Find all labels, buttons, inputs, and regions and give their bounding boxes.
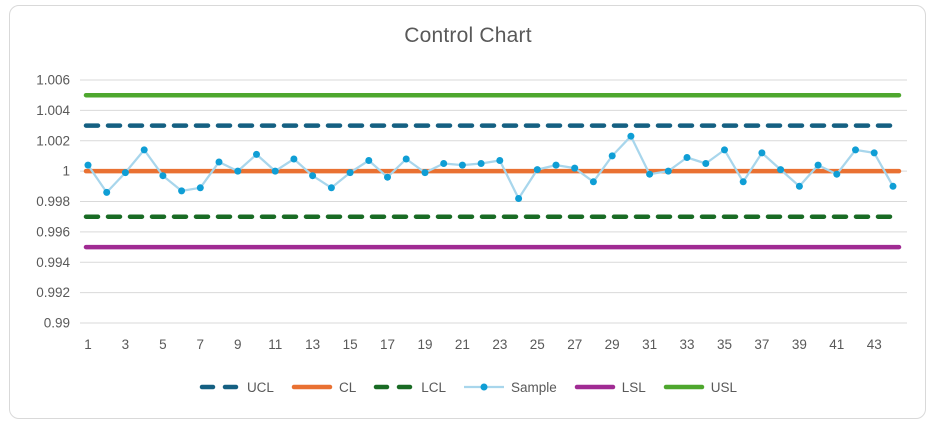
x-tick-label: 35 (717, 337, 732, 352)
sample-line (86, 135, 895, 200)
sample-point (140, 146, 148, 154)
legend-label: LSL (621, 379, 646, 395)
chart-card (9, 5, 926, 419)
x-tick-label: 7 (197, 337, 205, 352)
sample-point (852, 146, 859, 154)
sample-point (664, 167, 672, 175)
sample-point (234, 167, 242, 175)
sample-point (402, 155, 410, 163)
legend-item-sample[interactable]: Sample (463, 380, 557, 395)
legend-label: CL (338, 379, 357, 395)
x-tick-label: 33 (680, 337, 695, 352)
legend-swatch-solid-icon (663, 384, 705, 390)
sample-point (721, 146, 728, 154)
y-tick-label: 1.002 (36, 133, 70, 148)
sample-point (683, 154, 691, 161)
x-tick-label: 19 (417, 337, 432, 352)
sample-point (533, 166, 541, 174)
sample-point (589, 178, 597, 186)
x-tick-label: 39 (792, 337, 807, 352)
sample-point (196, 184, 204, 192)
sample-point (84, 161, 92, 169)
x-tick-label: 21 (455, 337, 470, 352)
sample-point (159, 172, 167, 180)
sample-point (777, 166, 785, 174)
sample-point (571, 164, 579, 172)
x-tick-label: 17 (380, 337, 395, 352)
sample-point (215, 158, 223, 166)
legend-item-cl[interactable]: CL (291, 380, 356, 395)
legend: UCL CL LCL Sample LSL USL (0, 376, 936, 398)
sample-point (121, 169, 129, 177)
x-tick-label: 37 (754, 337, 769, 352)
legend-item-lsl[interactable]: LSL (574, 380, 646, 395)
sample-point (627, 132, 635, 140)
y-tick-label: 0.992 (36, 285, 70, 300)
x-tick-label: 31 (642, 337, 657, 352)
y-tick-label: 0.99 (44, 316, 70, 331)
sample-point (327, 184, 335, 192)
sample-point (365, 157, 373, 164)
sample-point (496, 157, 504, 164)
sample-point (309, 172, 317, 180)
sample-point (103, 188, 111, 196)
x-tick-label: 11 (268, 337, 282, 352)
sample-point (178, 187, 186, 195)
sample-point (477, 160, 485, 167)
sample-point (421, 169, 429, 177)
legend-item-ucl[interactable]: UCL (199, 380, 274, 395)
sample-point (833, 170, 841, 178)
sample-point (552, 161, 560, 169)
sample-point (253, 150, 260, 158)
y-tick-label: 1 (62, 164, 70, 179)
sample-point (702, 160, 710, 167)
sample-point (271, 167, 279, 175)
sample-point (458, 161, 466, 169)
legend-swatch-line-marker-icon (463, 383, 504, 391)
x-tick-label: 1 (84, 337, 92, 352)
sample-point (440, 160, 448, 167)
legend-swatch-dashed-icon (373, 384, 415, 390)
legend-label: LCL (421, 379, 446, 395)
x-tick-label: 9 (234, 337, 242, 352)
y-tick-label: 0.994 (36, 255, 70, 270)
sample-point (646, 170, 654, 178)
x-tick-label: 29 (605, 337, 620, 352)
y-tick-label: 1.006 (36, 73, 70, 88)
sample-point (758, 149, 766, 157)
sample-point (870, 149, 878, 157)
x-tick-label: 3 (122, 337, 130, 352)
sample-point (814, 161, 822, 169)
sample-point (346, 169, 354, 177)
x-tick-label: 15 (343, 337, 358, 352)
legend-item-lcl[interactable]: LCL (373, 380, 446, 395)
sample-point (889, 182, 897, 190)
x-tick-label: 23 (492, 337, 507, 352)
y-tick-label: 0.996 (36, 224, 70, 239)
legend-swatch-solid-icon (291, 384, 333, 390)
legend-swatch-solid-icon (574, 384, 616, 390)
legend-label: USL (710, 379, 738, 395)
legend-swatch-dashed-icon (199, 384, 241, 390)
sample-point (290, 155, 298, 163)
x-tick-label: 41 (829, 337, 844, 352)
y-tick-label: 1.004 (36, 103, 70, 118)
x-tick-label: 13 (305, 337, 320, 352)
sample-point (608, 152, 616, 160)
sample-point (384, 173, 391, 181)
x-tick-label: 27 (567, 337, 582, 352)
legend-label: UCL (246, 379, 274, 395)
chart-title: Control Chart (404, 24, 532, 47)
legend-label: Sample (510, 379, 557, 395)
x-tick-label: 43 (867, 337, 882, 352)
x-tick-label: 25 (530, 337, 545, 352)
sample-point (795, 182, 803, 190)
y-tick-label: 0.998 (36, 194, 70, 209)
x-tick-label: 5 (159, 337, 167, 352)
sample-point (515, 195, 523, 202)
sample-point (739, 178, 747, 186)
legend-item-usl[interactable]: USL (663, 380, 737, 395)
